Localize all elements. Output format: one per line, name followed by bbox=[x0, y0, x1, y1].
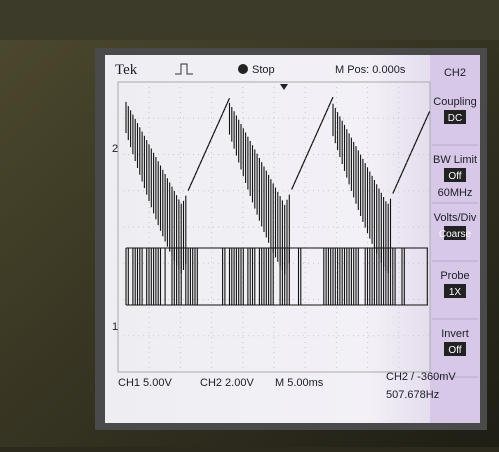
position: M Pos: 0.000s bbox=[335, 64, 406, 76]
screen bbox=[105, 55, 480, 423]
menu-note: 60MHz bbox=[438, 187, 473, 199]
status-dot bbox=[238, 64, 248, 74]
menu-label: Coupling bbox=[433, 96, 476, 108]
menu-label: BW Limit bbox=[433, 154, 477, 166]
menu-value: 1X bbox=[449, 287, 462, 298]
menu-label: Invert bbox=[441, 328, 469, 340]
frequency: 507.678Hz bbox=[386, 389, 439, 401]
brand: Tek bbox=[115, 62, 138, 78]
menu-value: DC bbox=[448, 113, 462, 124]
ch2-marker: 2 bbox=[112, 143, 118, 155]
time-scale: M 5.00ms bbox=[275, 377, 324, 389]
menu-title: CH2 bbox=[444, 67, 466, 79]
menu-value: Off bbox=[448, 345, 461, 356]
menu-label: Volts/Div bbox=[434, 212, 477, 224]
ch2-scale: CH2 2.00V bbox=[200, 377, 254, 389]
trigger-level: CH2 / -360mV bbox=[386, 371, 456, 383]
menu-value: Off bbox=[448, 171, 461, 182]
ch1-scale: CH1 5.00V bbox=[118, 377, 172, 389]
menu-value: Coarse bbox=[439, 229, 472, 240]
ch1-marker: 1 bbox=[112, 321, 118, 333]
bezel-top bbox=[0, 0, 499, 40]
status: Stop bbox=[252, 64, 275, 76]
menu-label: Probe bbox=[440, 270, 469, 282]
